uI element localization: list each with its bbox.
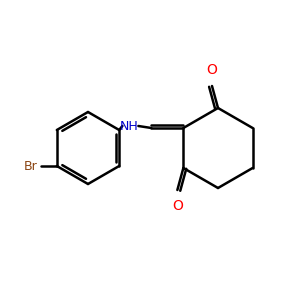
- Text: Br: Br: [24, 160, 38, 172]
- Text: O: O: [207, 63, 218, 77]
- Text: NH: NH: [120, 119, 139, 133]
- Text: O: O: [172, 199, 183, 213]
